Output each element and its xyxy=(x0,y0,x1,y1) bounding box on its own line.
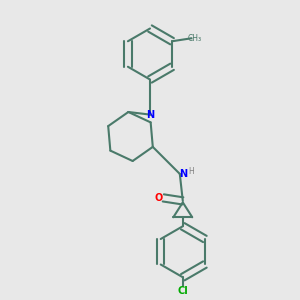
Text: N: N xyxy=(179,169,188,179)
Text: CH₃: CH₃ xyxy=(188,34,202,43)
Text: O: O xyxy=(155,193,163,203)
Text: Cl: Cl xyxy=(177,286,188,296)
Text: N: N xyxy=(146,110,154,120)
Text: H: H xyxy=(188,167,194,176)
